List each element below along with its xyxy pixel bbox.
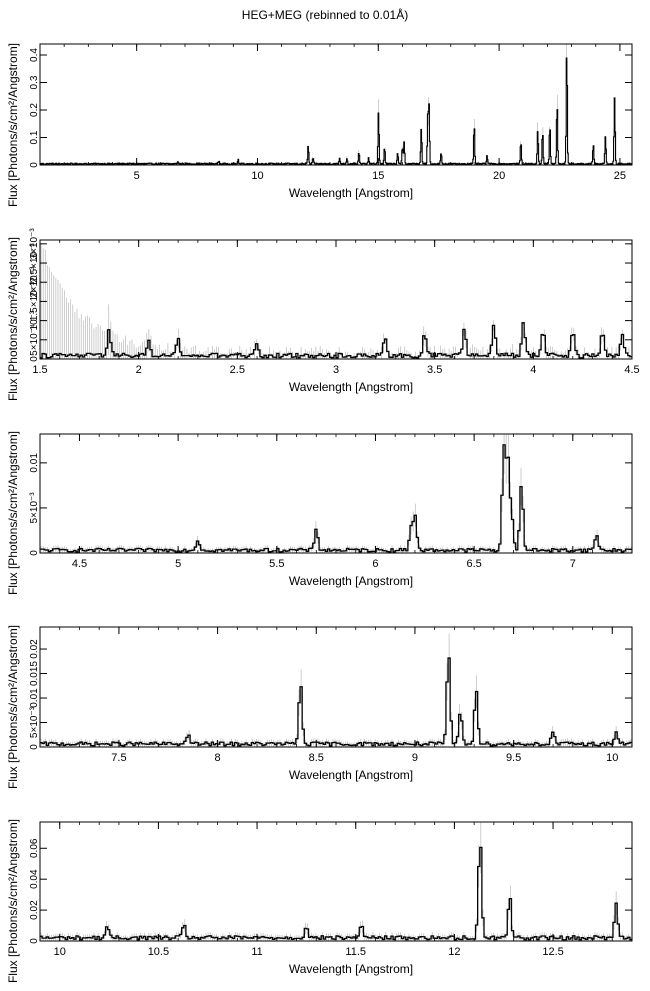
plot-frame bbox=[39, 43, 633, 166]
x-tick-label: 7.5 bbox=[111, 752, 126, 764]
y-tick-label: 0.02 bbox=[29, 900, 40, 920]
x-axis-label: Wavelength [Angstrom] bbox=[289, 574, 413, 588]
y-tick-label: 5×10⁻³ bbox=[29, 706, 40, 738]
x-axis-label: Wavelength [Angstrom] bbox=[289, 768, 413, 782]
x-tick-label: 11 bbox=[251, 946, 262, 958]
spectrum-series bbox=[40, 657, 632, 747]
x-tick-label: 5 bbox=[134, 170, 140, 182]
y-tick-label: 0 bbox=[29, 550, 40, 556]
x-tick-label: 12.5 bbox=[542, 946, 563, 958]
y-tick-label: 2.5×10⁻³ bbox=[29, 243, 40, 283]
x-tick-label: 8 bbox=[215, 752, 221, 764]
x-tick-label: 10.5 bbox=[148, 946, 169, 958]
y-tick-label: 0.01 bbox=[29, 453, 40, 473]
y-tick-label: 10⁻³ bbox=[29, 310, 40, 330]
y-tick-label: 0.01 bbox=[29, 688, 40, 708]
spectrum-panel-3: 4.5 5 5.5 6 6.5 7 0 5×10⁻³ 0.01 Wavelength [Angst… bbox=[6, 431, 633, 595]
error-bars bbox=[40, 822, 632, 941]
y-tick-label: 0 bbox=[29, 356, 40, 362]
error-bars bbox=[40, 434, 632, 553]
plot-frame bbox=[39, 821, 633, 942]
x-tick-label: 5 bbox=[175, 558, 181, 570]
y-tick-label: 3×10⁻³ bbox=[29, 228, 40, 260]
plot-frame bbox=[39, 239, 633, 360]
x-tick-label: 10 bbox=[54, 946, 66, 958]
x-tick-label: 12 bbox=[448, 946, 460, 958]
x-tick-label: 20 bbox=[493, 170, 505, 182]
x-tick-label: 3.5 bbox=[427, 364, 442, 376]
x-axis-label: Wavelength [Angstrom] bbox=[289, 186, 413, 200]
y-axis-label: Flux [Photons/s/cm²/Angstrom] bbox=[6, 431, 20, 595]
error-bars bbox=[40, 243, 632, 359]
x-axis-label: Wavelength [Angstrom] bbox=[289, 380, 413, 394]
spectrum-panel-1: 5 10 15 20 25 0 0.1 0.2 0.3 0.4 Wavelength [Angstr… bbox=[6, 43, 633, 207]
spectrum-panel-2: 1.5 2 2.5 3 3.5 4 4.5 05×10⁻⁴10⁻³1.5×10⁻³2×10⁻³… bbox=[6, 228, 640, 401]
y-axis-label: Flux [Photons/s/cm²/Angstrom] bbox=[6, 43, 20, 207]
y-tick-label: 0.1 bbox=[29, 130, 40, 144]
y-tick-label: 0.06 bbox=[29, 838, 40, 858]
x-tick-label: 9 bbox=[412, 752, 418, 764]
y-axis-label: Flux [Photons/s/cm²/Angstrom] bbox=[6, 625, 20, 789]
spectrum-series bbox=[40, 57, 632, 166]
y-tick-label: 2×10⁻³ bbox=[29, 266, 40, 298]
y-tick-label: 0.02 bbox=[29, 639, 40, 659]
y-tick-label: 0.04 bbox=[29, 869, 40, 889]
y-tick-label: 0.4 bbox=[29, 48, 40, 62]
x-tick-label: 7 bbox=[570, 558, 576, 570]
x-tick-label: 6 bbox=[372, 558, 378, 570]
x-axis-label: Wavelength [Angstrom] bbox=[289, 962, 413, 976]
y-tick-label: 5×10⁻³ bbox=[29, 492, 40, 524]
y-axis-label: Flux [Photons/s/cm²/Angstrom] bbox=[6, 237, 20, 401]
x-tick-label: 8.5 bbox=[309, 752, 324, 764]
y-tick-label: 0 bbox=[29, 744, 40, 750]
x-tick-label: 5.5 bbox=[269, 558, 284, 570]
x-tick-label: 4.5 bbox=[624, 364, 639, 376]
y-tick-label: 5×10⁻⁴ bbox=[29, 324, 40, 356]
y-tick-label: 0.3 bbox=[29, 75, 40, 89]
spectrum-panel-4: 7.5 8 8.5 9 9.5 10 0 5×10⁻³0.01 0.015 0.02 Wavelen… bbox=[6, 625, 633, 789]
x-tick-label: 4 bbox=[530, 364, 536, 376]
x-tick-label: 2 bbox=[136, 364, 142, 376]
x-tick-label: 6.5 bbox=[466, 558, 481, 570]
x-tick-label: 2.5 bbox=[230, 364, 245, 376]
figure-title: HEG+MEG (rebinned to 0.01Å) bbox=[241, 8, 409, 22]
x-tick-label: 11.5 bbox=[345, 946, 366, 958]
y-tick-label: 0.2 bbox=[29, 103, 40, 117]
y-tick-label: 1.5×10⁻³ bbox=[29, 281, 40, 321]
x-tick-label: 15 bbox=[372, 170, 384, 182]
error-bars bbox=[40, 633, 632, 747]
plot-frame bbox=[39, 433, 633, 554]
spectrum-series bbox=[40, 846, 632, 941]
x-tick-label: 10 bbox=[606, 752, 618, 764]
y-axis-label: Flux [Photons/s/cm²/Angstrom] bbox=[6, 819, 20, 983]
x-tick-label: 25 bbox=[614, 170, 626, 182]
x-tick-label: 3 bbox=[333, 364, 339, 376]
x-tick-label: 1.5 bbox=[32, 364, 47, 376]
y-tick-label: 0.015 bbox=[29, 661, 40, 686]
spectrum-series bbox=[40, 444, 632, 553]
x-tick-label: 9.5 bbox=[506, 752, 521, 764]
spectrum-panel-5: 10 10.5 11 11.5 12 12.5 0 0.02 0.04 0.06 Wavelengt… bbox=[6, 819, 633, 983]
plot-frame bbox=[39, 626, 633, 748]
y-tick-label: 0 bbox=[29, 938, 40, 944]
x-tick-label: 10 bbox=[251, 170, 263, 182]
y-tick-label: 0 bbox=[29, 162, 40, 168]
x-tick-label: 4.5 bbox=[72, 558, 87, 570]
